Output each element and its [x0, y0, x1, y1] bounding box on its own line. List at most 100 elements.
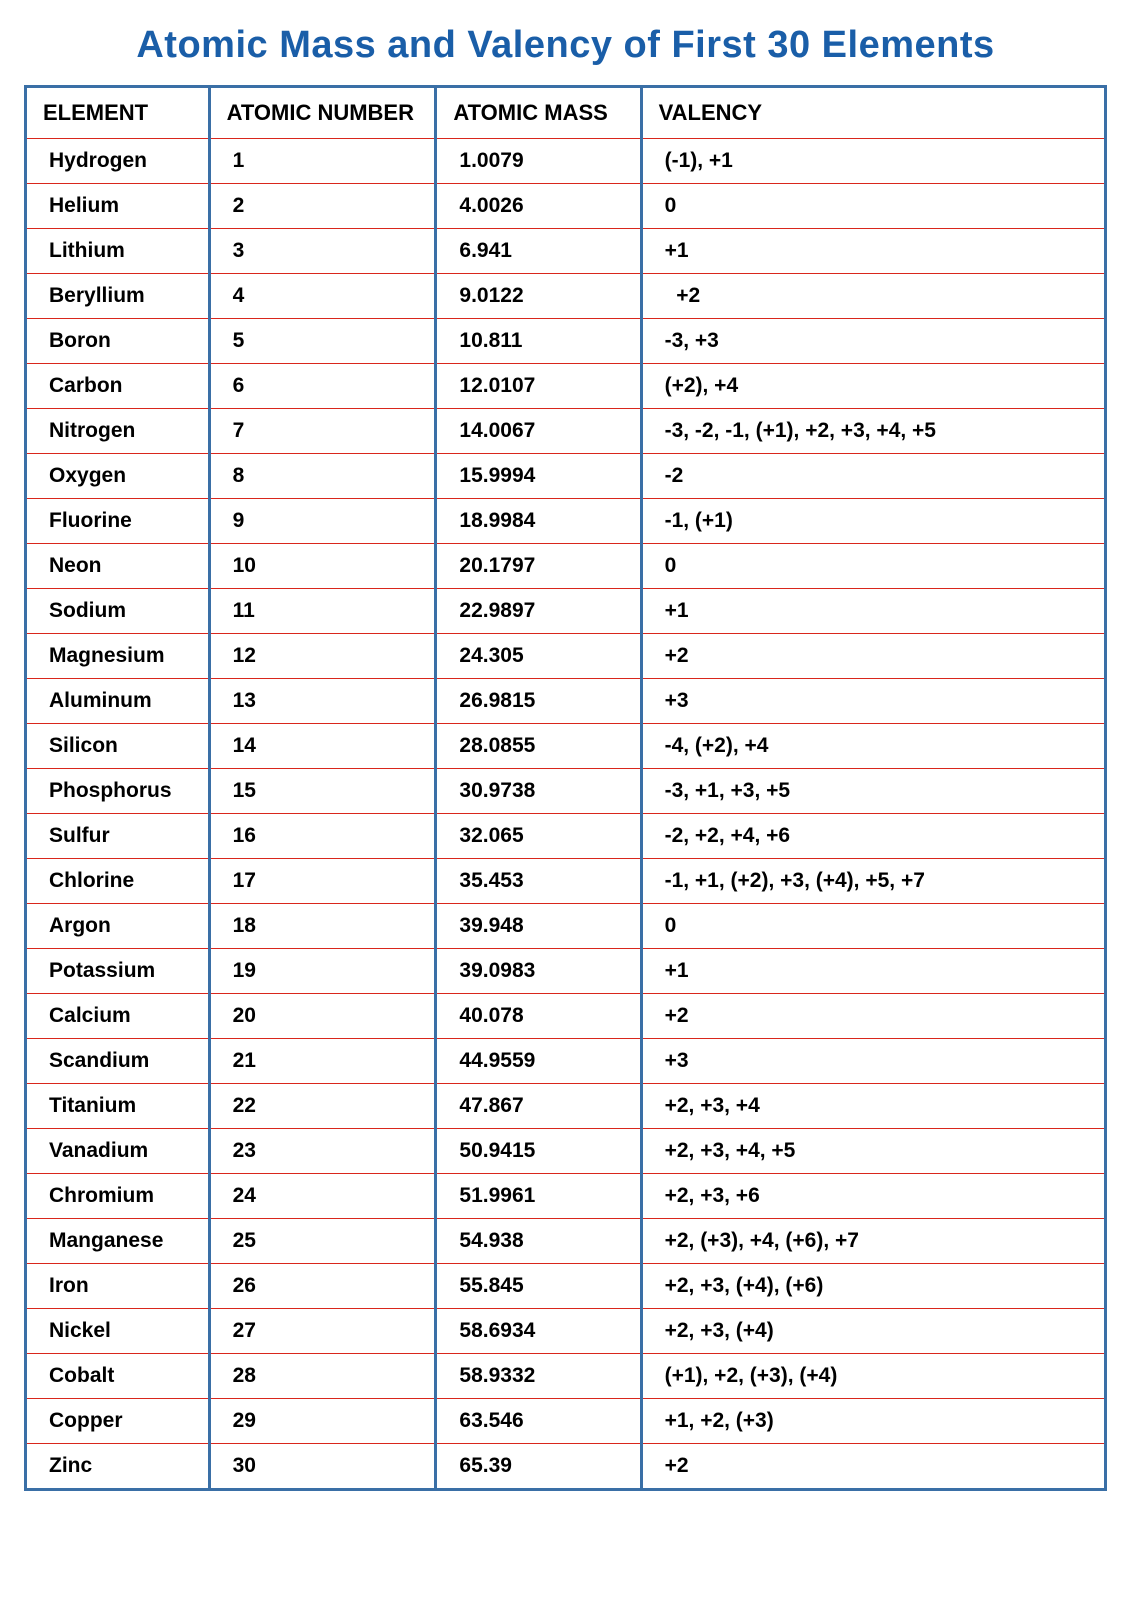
- table-cell: Helium: [26, 184, 210, 229]
- table-cell: 18: [209, 904, 436, 949]
- table-cell: Phosphorus: [26, 769, 210, 814]
- table-row: Sulfur1632.065-2, +2, +4, +6: [26, 814, 1106, 859]
- table-row: Silicon1428.0855-4, (+2), +4: [26, 724, 1106, 769]
- table-cell: +1: [641, 949, 1105, 994]
- table-row: Scandium2144.9559+3: [26, 1039, 1106, 1084]
- table-cell: 17: [209, 859, 436, 904]
- table-cell: Boron: [26, 319, 210, 364]
- table-row: Aluminum1326.9815+3: [26, 679, 1106, 724]
- table-cell: 58.6934: [436, 1309, 641, 1354]
- table-cell: 8: [209, 454, 436, 499]
- table-cell: 30: [209, 1444, 436, 1490]
- table-cell: 16: [209, 814, 436, 859]
- table-cell: Scandium: [26, 1039, 210, 1084]
- table-cell: 30.9738: [436, 769, 641, 814]
- table-cell: 23: [209, 1129, 436, 1174]
- table-cell: 15.9994: [436, 454, 641, 499]
- table-cell: 6: [209, 364, 436, 409]
- table-cell: 63.546: [436, 1399, 641, 1444]
- table-cell: 7: [209, 409, 436, 454]
- table-row: Vanadium2350.9415+2, +3, +4, +5: [26, 1129, 1106, 1174]
- table-cell: 21: [209, 1039, 436, 1084]
- table-cell: Hydrogen: [26, 139, 210, 184]
- table-cell: +2, (+3), +4, (+6), +7: [641, 1219, 1105, 1264]
- table-row: Magnesium1224.305+2: [26, 634, 1106, 679]
- table-cell: Magnesium: [26, 634, 210, 679]
- table-cell: 26.9815: [436, 679, 641, 724]
- table-cell: 22.9897: [436, 589, 641, 634]
- table-cell: 0: [641, 184, 1105, 229]
- table-cell: 39.0983: [436, 949, 641, 994]
- table-cell: 13: [209, 679, 436, 724]
- table-row: Helium24.00260: [26, 184, 1106, 229]
- table-row: Iron2655.845+2, +3, (+4), (+6): [26, 1264, 1106, 1309]
- table-cell: 44.9559: [436, 1039, 641, 1084]
- table-cell: Nickel: [26, 1309, 210, 1354]
- table-cell: 14: [209, 724, 436, 769]
- table-cell: 51.9961: [436, 1174, 641, 1219]
- table-cell: 9: [209, 499, 436, 544]
- table-row: Sodium1122.9897+1: [26, 589, 1106, 634]
- table-cell: Aluminum: [26, 679, 210, 724]
- table-cell: 25: [209, 1219, 436, 1264]
- table-cell: -1, +1, (+2), +3, (+4), +5, +7: [641, 859, 1105, 904]
- table-cell: 15: [209, 769, 436, 814]
- table-row: Nickel2758.6934+2, +3, (+4): [26, 1309, 1106, 1354]
- table-row: Phosphorus1530.9738-3, +1, +3, +5: [26, 769, 1106, 814]
- table-cell: 12: [209, 634, 436, 679]
- table-cell: (+2), +4: [641, 364, 1105, 409]
- col-atomic-mass: ATOMIC MASS: [436, 87, 641, 139]
- table-cell: Fluorine: [26, 499, 210, 544]
- table-cell: +2: [641, 994, 1105, 1039]
- table-row: Chlorine1735.453-1, +1, (+2), +3, (+4), …: [26, 859, 1106, 904]
- table-cell: 24: [209, 1174, 436, 1219]
- table-row: Manganese2554.938+2, (+3), +4, (+6), +7: [26, 1219, 1106, 1264]
- table-row: Titanium2247.867+2, +3, +4: [26, 1084, 1106, 1129]
- table-cell: Carbon: [26, 364, 210, 409]
- table-cell: (+1), +2, (+3), (+4): [641, 1354, 1105, 1399]
- table-cell: +3: [641, 679, 1105, 724]
- table-cell: Calcium: [26, 994, 210, 1039]
- table-row: Lithium36.941+1: [26, 229, 1106, 274]
- table-cell: 2: [209, 184, 436, 229]
- table-cell: -3, +3: [641, 319, 1105, 364]
- table-row: Hydrogen11.0079(-1), +1: [26, 139, 1106, 184]
- table-cell: Vanadium: [26, 1129, 210, 1174]
- table-header-row: ELEMENT ATOMIC NUMBER ATOMIC MASS VALENC…: [26, 87, 1106, 139]
- table-cell: Beryllium: [26, 274, 210, 319]
- table-cell: -1, (+1): [641, 499, 1105, 544]
- table-row: Cobalt2858.9332(+1), +2, (+3), (+4): [26, 1354, 1106, 1399]
- table-cell: 10.811: [436, 319, 641, 364]
- table-cell: Zinc: [26, 1444, 210, 1490]
- table-row: Fluorine918.9984-1, (+1): [26, 499, 1106, 544]
- table-cell: Chlorine: [26, 859, 210, 904]
- table-row: Neon1020.17970: [26, 544, 1106, 589]
- table-cell: Nitrogen: [26, 409, 210, 454]
- table-cell: Manganese: [26, 1219, 210, 1264]
- table-cell: -3, -2, -1, (+1), +2, +3, +4, +5: [641, 409, 1105, 454]
- table-cell: +2, +3, +4: [641, 1084, 1105, 1129]
- table-cell: 24.305: [436, 634, 641, 679]
- table-cell: 35.453: [436, 859, 641, 904]
- table-cell: 20: [209, 994, 436, 1039]
- table-cell: +2, +3, +6: [641, 1174, 1105, 1219]
- table-cell: +2: [641, 274, 1105, 319]
- table-row: Beryllium49.0122 +2: [26, 274, 1106, 319]
- table-cell: 55.845: [436, 1264, 641, 1309]
- table-row: Argon1839.9480: [26, 904, 1106, 949]
- table-cell: 12.0107: [436, 364, 641, 409]
- table-cell: 40.078: [436, 994, 641, 1039]
- table-cell: 28: [209, 1354, 436, 1399]
- table-cell: 28.0855: [436, 724, 641, 769]
- table-cell: 14.0067: [436, 409, 641, 454]
- table-cell: +1: [641, 229, 1105, 274]
- table-cell: -2: [641, 454, 1105, 499]
- col-atomic-number: ATOMIC NUMBER: [209, 87, 436, 139]
- table-cell: 18.9984: [436, 499, 641, 544]
- table-cell: Lithium: [26, 229, 210, 274]
- table-row: Zinc3065.39+2: [26, 1444, 1106, 1490]
- table-cell: +2: [641, 634, 1105, 679]
- table-row: Potassium1939.0983+1: [26, 949, 1106, 994]
- table-cell: 20.1797: [436, 544, 641, 589]
- table-row: Boron510.811-3, +3: [26, 319, 1106, 364]
